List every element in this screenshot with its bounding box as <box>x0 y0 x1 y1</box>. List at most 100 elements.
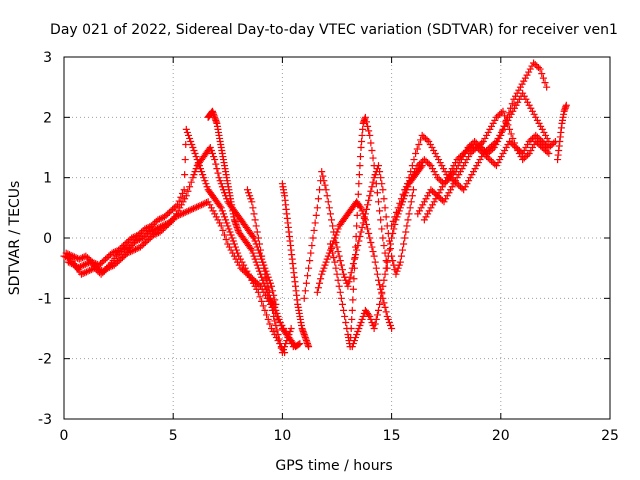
data-point <box>536 65 544 73</box>
data-point <box>419 201 427 209</box>
data-point <box>172 210 180 218</box>
data-point <box>160 213 168 221</box>
data-point <box>148 226 156 234</box>
data-point <box>219 210 227 218</box>
data-point <box>125 248 133 256</box>
data-point <box>433 192 441 200</box>
data-point <box>174 207 182 215</box>
data-point <box>377 294 385 302</box>
data-point <box>443 192 451 200</box>
data-point <box>526 65 534 73</box>
data-point <box>348 343 356 351</box>
data-point <box>430 168 438 176</box>
data-point <box>129 240 137 248</box>
data-point <box>537 142 545 150</box>
data-point <box>399 190 407 198</box>
data-point <box>466 142 474 150</box>
data-point <box>92 266 100 274</box>
data-point <box>440 198 448 206</box>
data-point <box>329 222 337 230</box>
data-point <box>142 231 150 239</box>
data-point <box>527 136 535 144</box>
data-point <box>380 276 388 284</box>
data-points <box>60 59 570 357</box>
data-point <box>406 204 414 212</box>
data-point <box>214 169 222 177</box>
data-point <box>539 74 547 82</box>
data-point <box>169 216 177 224</box>
data-point <box>524 98 532 106</box>
data-point <box>136 229 144 237</box>
data-point <box>251 255 259 263</box>
data-point <box>425 137 433 145</box>
data-point <box>495 134 503 142</box>
data-point <box>162 211 170 219</box>
data-point <box>115 246 123 254</box>
data-point <box>426 140 434 148</box>
data-point <box>72 254 80 262</box>
data-point <box>496 110 504 118</box>
data-point <box>252 258 260 266</box>
data-point <box>224 240 232 248</box>
data-point <box>134 231 142 239</box>
data-point <box>504 121 512 129</box>
data-point <box>246 273 254 281</box>
data-point <box>494 112 502 120</box>
data-point <box>112 260 120 268</box>
data-point <box>263 311 271 319</box>
data-point <box>356 162 364 170</box>
data-point <box>378 225 386 233</box>
data-point <box>447 186 455 194</box>
data-point <box>512 92 520 100</box>
data-point <box>176 204 184 212</box>
data-point <box>66 259 74 267</box>
data-point <box>83 254 91 262</box>
data-point <box>85 255 93 263</box>
data-point <box>318 168 326 176</box>
data-point <box>251 282 259 290</box>
data-point <box>328 216 336 224</box>
data-point <box>359 210 367 218</box>
data-point <box>358 207 366 215</box>
data-point <box>189 205 197 213</box>
data-point <box>214 216 222 224</box>
data-point <box>437 186 445 194</box>
data-point <box>151 219 159 227</box>
data-point <box>413 145 421 153</box>
data-point <box>221 213 229 221</box>
data-point <box>489 119 497 127</box>
data-point <box>190 171 198 179</box>
y-tick-label: 1 <box>43 171 52 187</box>
data-point <box>415 207 423 215</box>
data-point <box>490 144 498 151</box>
data-point <box>103 254 111 262</box>
data-point <box>515 86 523 94</box>
data-point <box>128 234 136 242</box>
data-point <box>476 156 484 164</box>
data-point <box>380 242 388 250</box>
data-point <box>123 249 131 257</box>
data-point <box>118 254 126 262</box>
data-point <box>368 147 376 155</box>
data-point <box>64 258 72 266</box>
data-point <box>355 237 363 245</box>
data-point <box>408 162 416 170</box>
data-point <box>138 242 146 250</box>
data-point <box>111 248 119 256</box>
data-point <box>331 258 339 266</box>
data-point <box>361 113 369 121</box>
data-point <box>350 337 358 345</box>
data-point <box>312 211 320 219</box>
data-point <box>523 71 531 79</box>
data-point <box>248 246 256 254</box>
data-point <box>442 195 450 203</box>
data-point <box>471 137 479 145</box>
data-point <box>387 240 395 248</box>
data-point <box>420 198 428 206</box>
data-point <box>147 222 155 230</box>
data-point <box>211 210 219 218</box>
data-point <box>186 206 194 214</box>
data-point <box>334 248 342 256</box>
data-point <box>376 300 384 308</box>
data-point <box>319 172 327 180</box>
